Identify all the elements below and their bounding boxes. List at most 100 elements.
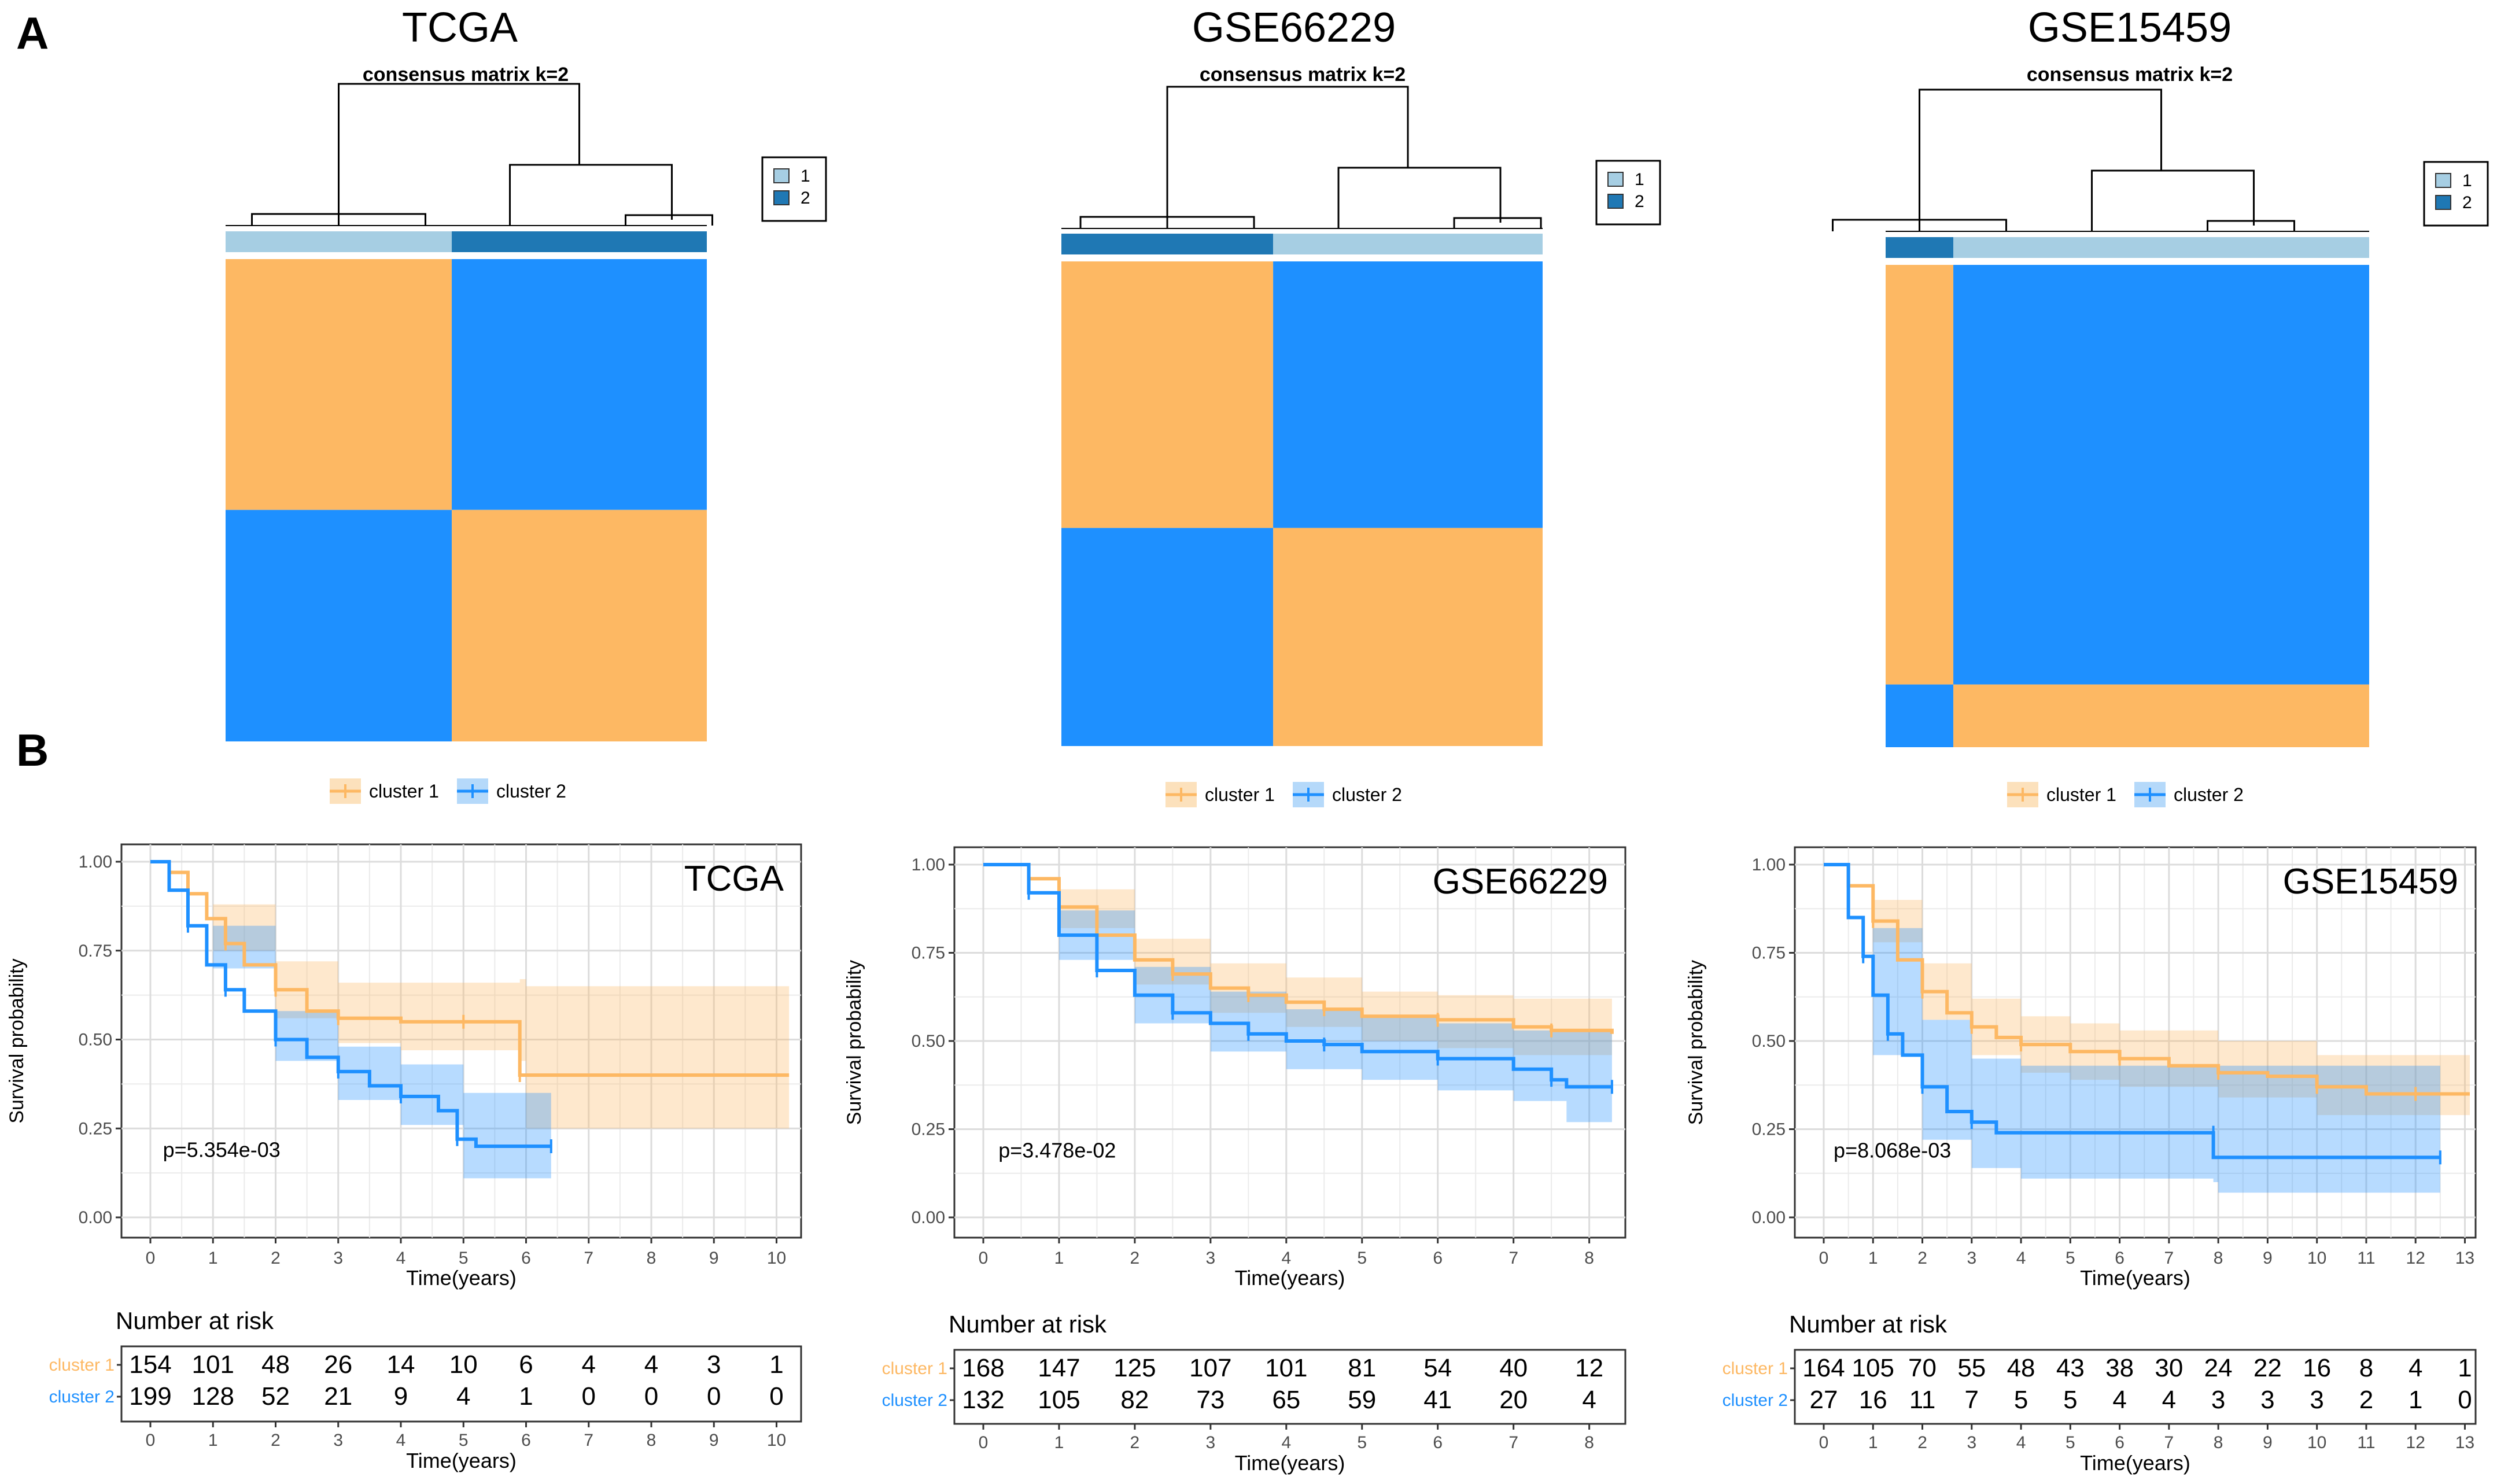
plot-panel [120, 843, 802, 1239]
x-tick-label: 11 [2357, 1249, 2375, 1268]
x-tick-label: 0 [146, 1249, 156, 1268]
x-tick-label: 2 [1130, 1249, 1140, 1268]
heatmap-block [226, 259, 452, 510]
risk-x-tick-label: 13 [2455, 1433, 2474, 1452]
x-tick-label: 1 [1868, 1249, 1878, 1268]
risk-value: 4 [2112, 1386, 2126, 1414]
heatmap-block [1061, 527, 1274, 746]
risk-value: 128 [192, 1382, 234, 1411]
risk-value: 16 [1859, 1386, 1887, 1414]
risk-value: 81 [1348, 1354, 1376, 1382]
legend-label: cluster 1 [369, 781, 439, 802]
risk-value: 3 [2211, 1386, 2225, 1414]
risk-value: 0 [769, 1382, 783, 1411]
y-axis-label: Survival probability [1685, 960, 1707, 1125]
risk-x-tick-label: 4 [396, 1431, 406, 1450]
risk-x-tick-label: 4 [1281, 1433, 1291, 1452]
risk-value: 1 [2458, 1354, 2472, 1382]
risk-x-tick-label: 7 [584, 1431, 593, 1450]
p-value: p=3.478e-02 [998, 1138, 1116, 1162]
risk-value: 41 [1423, 1386, 1452, 1414]
risk-row-label: cluster 2 [1723, 1391, 1788, 1410]
risk-value: 4 [582, 1350, 596, 1379]
y-tick-label: 0.75 [1752, 944, 1786, 963]
x-tick-label: 5 [1357, 1249, 1367, 1268]
annotation-bar-segment [1953, 237, 2369, 258]
risk-table-box [120, 1345, 802, 1423]
x-tick-label: 5 [2066, 1249, 2075, 1268]
risk-value: 48 [261, 1350, 290, 1379]
y-tick-label: 0.75 [912, 944, 945, 963]
risk-value: 1 [769, 1350, 783, 1379]
risk-value: 21 [324, 1382, 352, 1411]
x-tick-label: 4 [396, 1249, 406, 1268]
y-tick-label: 0.25 [912, 1120, 945, 1139]
risk-x-tick-label: 0 [1819, 1433, 1829, 1452]
heatmap-subtitle: consensus matrix k=2 [363, 64, 569, 86]
legend-swatch [1607, 172, 1624, 187]
x-tick-label: 0 [1819, 1249, 1829, 1268]
risk-value: 65 [1272, 1386, 1300, 1414]
risk-x-tick-label: 7 [2164, 1433, 2174, 1452]
x-axis-label: Time(years) [406, 1266, 517, 1290]
x-tick-label: 4 [2016, 1249, 2026, 1268]
risk-x-tick-label: 2 [1130, 1433, 1140, 1452]
x-tick-label: 5 [459, 1249, 469, 1268]
risk-x-tick-label: 9 [2263, 1433, 2273, 1452]
y-tick-label: 0.50 [1752, 1032, 1786, 1051]
legend-label: 2 [1635, 192, 1644, 211]
annotation-bar-segment [1886, 237, 1954, 258]
risk-x-tick-label: 0 [146, 1431, 156, 1450]
risk-row-label: cluster 2 [882, 1391, 947, 1410]
x-tick-label: 8 [647, 1249, 656, 1268]
survival-curve [1824, 863, 2440, 1160]
x-tick-label: 8 [1584, 1249, 1594, 1268]
risk-value: 27 [1810, 1386, 1838, 1414]
risk-value: 1 [519, 1382, 533, 1411]
x-tick-label: 2 [1917, 1249, 1927, 1268]
legend-label: cluster 1 [1205, 784, 1275, 805]
heatmap-title: GSE66229 [1192, 5, 1396, 51]
legend-swatch [773, 168, 790, 183]
survival-curve [150, 860, 790, 1077]
risk-value: 0 [707, 1382, 721, 1411]
risk-value: 9 [394, 1382, 408, 1411]
risk-value: 11 [1909, 1386, 1936, 1414]
risk-value: 1 [2409, 1386, 2422, 1414]
risk-value: 0 [644, 1382, 658, 1411]
y-tick-label: 0.00 [79, 1208, 112, 1227]
dendrogram [251, 83, 714, 226]
risk-table-box [953, 1349, 1626, 1425]
risk-x-tick-label: 5 [459, 1431, 469, 1450]
legend-swatch [1607, 194, 1624, 209]
heatmap-block [452, 259, 707, 510]
risk-x-tick-label: 10 [767, 1431, 786, 1450]
risk-value: 107 [1189, 1354, 1231, 1382]
risk-x-tick-label: 11 [2357, 1433, 2375, 1452]
y-tick-label: 0.00 [912, 1208, 945, 1227]
x-tick-label: 7 [1508, 1249, 1518, 1268]
risk-x-tick-label: 1 [208, 1431, 218, 1450]
ci-ribbon [983, 865, 1612, 1062]
risk-table-title: Number at risk [116, 1307, 274, 1334]
risk-value: 48 [2007, 1354, 2035, 1382]
heatmap-block [1953, 684, 2369, 747]
plot-title: GSE66229 [1433, 862, 1608, 902]
risk-value: 59 [1348, 1386, 1376, 1414]
risk-x-tick-label: 3 [333, 1431, 343, 1450]
x-tick-label: 6 [1433, 1249, 1443, 1268]
risk-x-tick-label: 7 [1508, 1433, 1518, 1452]
risk-x-axis-label: Time(years) [1235, 1451, 1345, 1475]
risk-x-tick-label: 2 [271, 1431, 281, 1450]
x-tick-label: 6 [521, 1249, 531, 1268]
risk-value: 24 [2204, 1354, 2233, 1382]
risk-value: 22 [2253, 1354, 2282, 1382]
risk-value: 164 [1802, 1354, 1845, 1382]
risk-value: 5 [2063, 1386, 2077, 1414]
heatmap-block [226, 510, 452, 741]
risk-x-tick-label: 3 [1967, 1433, 1976, 1452]
risk-x-tick-label: 3 [1206, 1433, 1216, 1452]
risk-value: 3 [707, 1350, 721, 1379]
y-tick-label: 1.00 [79, 852, 112, 872]
